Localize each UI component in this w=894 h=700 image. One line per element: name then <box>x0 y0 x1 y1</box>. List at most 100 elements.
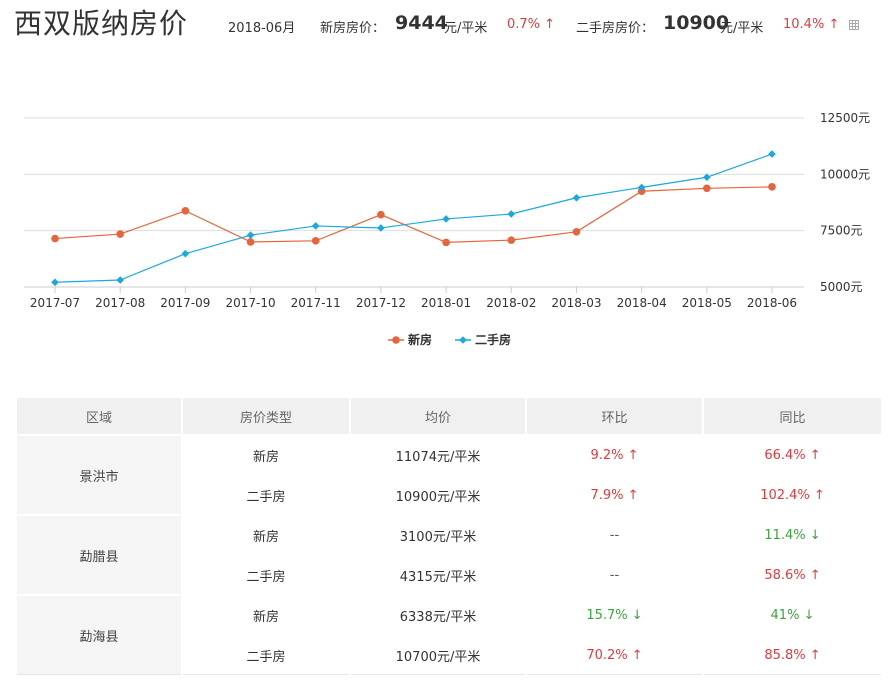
data-point <box>181 249 190 258</box>
column-header-price: 均价 <box>349 396 527 436</box>
legend-marker <box>392 336 400 344</box>
x-tick-label: 2018-06 <box>747 296 797 310</box>
housing-type-cell: 新房 <box>181 594 351 636</box>
yoy-change-cell-value: 66.4% <box>764 447 806 463</box>
yoy-change-cell-value: 58.6% <box>764 567 806 583</box>
x-tick-label: 2018-02 <box>486 296 536 310</box>
mom-change-cell-value: -- <box>609 567 620 583</box>
yoy-change-cell: 41% ↓ <box>702 594 883 636</box>
data-point <box>572 193 581 202</box>
average-price-cell: 10700元/平米 <box>349 634 527 675</box>
table-row: 勐腊县 新房 3100元/平米 -- 11.4% ↓ <box>15 514 883 596</box>
data-point <box>637 183 646 192</box>
yoy-change-cell: 85.8% ↑ <box>702 634 883 675</box>
secondhand-price-value: 10900 <box>663 12 730 34</box>
mom-change-cell: -- <box>525 514 704 556</box>
arrow-up-icon: ↑ <box>805 567 821 583</box>
region-name-cell: 景洪市 <box>15 434 183 516</box>
data-point <box>703 184 711 193</box>
housing-type-cell: 新房 <box>181 434 351 476</box>
y-tick-label: 5000元 <box>820 280 863 294</box>
arrow-down-icon: ↓ <box>627 607 643 623</box>
average-price-cell: 11074元/平米 <box>349 434 527 476</box>
secondhand-price-change: 10.4% ↑ <box>783 17 839 32</box>
legend-label: 二手房 <box>475 332 511 347</box>
x-tick-label: 2017-11 <box>291 296 341 310</box>
arrow-up-icon: ↑ <box>544 17 556 32</box>
y-tick-label: 7500元 <box>820 224 863 238</box>
report-month: 2018-06月 <box>228 21 296 36</box>
mom-change-cell: 70.2% ↑ <box>525 634 704 675</box>
arrow-up-icon: ↑ <box>623 447 639 463</box>
data-point <box>768 183 776 191</box>
series-line <box>54 153 773 283</box>
x-tick-label: 2018-01 <box>421 296 471 310</box>
x-tick-label: 2018-04 <box>617 296 667 310</box>
data-point <box>768 150 776 158</box>
x-tick-label: 2017-12 <box>356 296 406 310</box>
mom-change-cell: 9.2% ↑ <box>525 434 704 476</box>
arrow-up-icon: ↑ <box>623 487 639 503</box>
data-point <box>703 173 711 182</box>
data-point <box>442 215 450 223</box>
y-tick-label: 10000元 <box>820 167 870 181</box>
housing-type-cell: 二手房 <box>181 554 351 596</box>
mom-change-cell-value: 7.9% <box>590 487 624 503</box>
yoy-change-cell: 58.6% ↑ <box>702 554 883 596</box>
arrow-up-icon: ↑ <box>805 647 821 663</box>
arrow-down-icon: ↓ <box>805 527 821 543</box>
data-point <box>572 227 581 236</box>
average-price-cell: 6338元/平米 <box>349 594 527 636</box>
mom-change-cell-value: 15.7% <box>586 607 628 623</box>
new-change-value: 0.7% <box>507 17 541 32</box>
page-title: 西双版纳房价 <box>14 7 189 40</box>
data-point <box>311 222 320 230</box>
data-point <box>116 230 124 238</box>
table-header-row: 区域 房价类型 均价 环比 同比 <box>15 396 883 436</box>
mom-change-cell-value: 9.2% <box>590 447 624 463</box>
housing-type-cell: 新房 <box>181 514 351 556</box>
region-name-cell: 勐海县 <box>15 594 183 675</box>
new-price-label: 新房房价： <box>320 21 386 36</box>
mom-change-cell-value: -- <box>609 527 620 543</box>
column-header-mom: 环比 <box>525 396 704 436</box>
data-point <box>246 238 255 246</box>
region-price-table: 区域 房价类型 均价 环比 同比 景洪市 新房 11074元/平米 9.2% ↑ 66.… <box>15 396 883 675</box>
arrow-down-icon: ↓ <box>799 607 815 623</box>
region-name-cell: 勐腊县 <box>15 514 183 596</box>
average-price-cell: 10900元/平米 <box>349 474 527 516</box>
x-tick-label: 2018-05 <box>682 296 732 310</box>
mom-change-cell: 15.7% ↓ <box>525 594 704 636</box>
legend-label: 新房 <box>408 332 432 347</box>
new-price-change: 0.7% ↑ <box>507 17 555 32</box>
x-tick-label: 2017-09 <box>160 296 210 310</box>
housing-type-cell: 二手房 <box>181 474 351 516</box>
yoy-change-cell-value: 41% <box>770 607 800 623</box>
table-row: 二手房 10700元/平米 70.2% ↑ 85.8% ↑ <box>16 634 883 675</box>
data-point <box>51 234 59 243</box>
housing-type-cell: 二手房 <box>181 634 351 675</box>
mom-change-cell-value: 70.2% <box>586 647 628 663</box>
yoy-change-cell-value: 85.8% <box>764 647 806 663</box>
average-price-cell: 3100元/平米 <box>349 514 527 556</box>
secondhand-change-value: 10.4% <box>783 17 825 32</box>
yoy-change-cell: 66.4% ↑ <box>702 434 883 476</box>
data-point <box>507 236 516 244</box>
data-point <box>637 187 646 196</box>
data-point <box>507 210 516 218</box>
table-row: 二手房 4315元/平米 -- 58.6% ↑ <box>16 554 883 596</box>
data-point <box>311 237 320 245</box>
price-trend-chart: 5000元 7500元 10000元 12500元 2017-07 2017-08 2017… <box>24 111 870 347</box>
new-price-value: 9444 <box>395 12 448 34</box>
x-tick-label: 2017-07 <box>30 296 80 310</box>
x-tick-label: 2017-10 <box>225 296 275 310</box>
yoy-change-cell: 11.4% ↓ <box>702 514 883 556</box>
average-price-cell: 4315元/平米 <box>349 554 527 596</box>
data-point <box>377 224 385 232</box>
grid-icon[interactable] <box>849 20 859 30</box>
table-row: 勐海县 新房 6338元/平米 15.7% ↓ 41% ↓ <box>15 594 883 675</box>
series-line <box>54 186 773 243</box>
yoy-change-cell-value: 11.4% <box>764 527 806 543</box>
data-point <box>181 207 190 215</box>
arrow-up-icon: ↑ <box>627 647 643 663</box>
